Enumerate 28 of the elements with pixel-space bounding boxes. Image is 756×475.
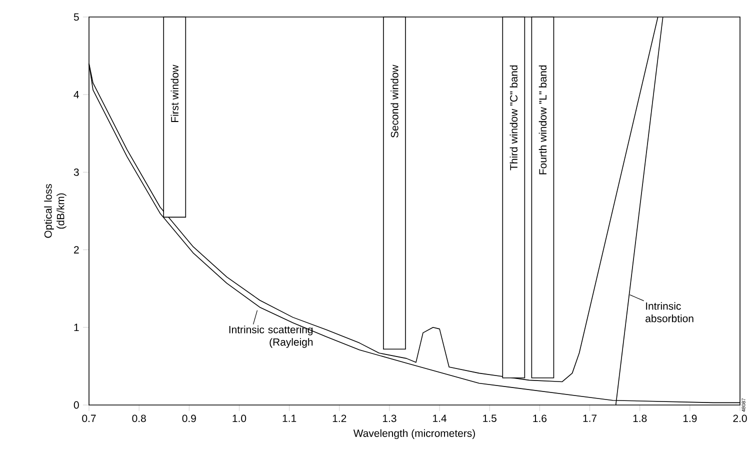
y-tick-label: 2	[74, 246, 79, 254]
y-tick-label: 4	[74, 91, 79, 98]
x-axis-title: Wavelength (micrometers)	[353, 429, 475, 440]
x-tick-label: 0.7	[82, 414, 96, 422]
annotation: Intrinsic scattering (Rayleigh	[229, 326, 313, 348]
x-tick-label: 1.6	[533, 414, 547, 422]
x-tick-label: 0.8	[132, 414, 146, 422]
y-tick-label: 1	[74, 324, 79, 331]
annotation: Intrinsic absorbtion	[646, 302, 694, 322]
y-axis-title: Optical loss (dB/km)	[44, 184, 66, 238]
y-tick-label: 0	[74, 401, 79, 409]
x-tick-label: 0.9	[182, 414, 196, 422]
annotation: First window	[170, 64, 178, 122]
y-tick-label: 5	[74, 13, 79, 21]
x-tick-label: 1.1	[282, 414, 296, 422]
x-tick-label: 1.4	[433, 414, 446, 422]
x-tick-label: 2.0	[733, 414, 747, 422]
x-tick-label: 1.8	[633, 414, 647, 422]
y-tick-label: 3	[74, 168, 79, 176]
annotation: Fourth window "L" band	[538, 65, 547, 174]
x-tick-label: 1.9	[683, 414, 697, 422]
annotation: Second window	[390, 64, 398, 138]
x-tick-label: 1.0	[232, 414, 246, 422]
x-tick-label: 1.2	[332, 414, 346, 422]
x-tick-label: 1.7	[583, 414, 597, 422]
x-tick-label: 1.5	[483, 414, 496, 422]
x-tick-label: 1.3	[382, 414, 396, 422]
annotation: Third window "C" band	[510, 65, 518, 170]
